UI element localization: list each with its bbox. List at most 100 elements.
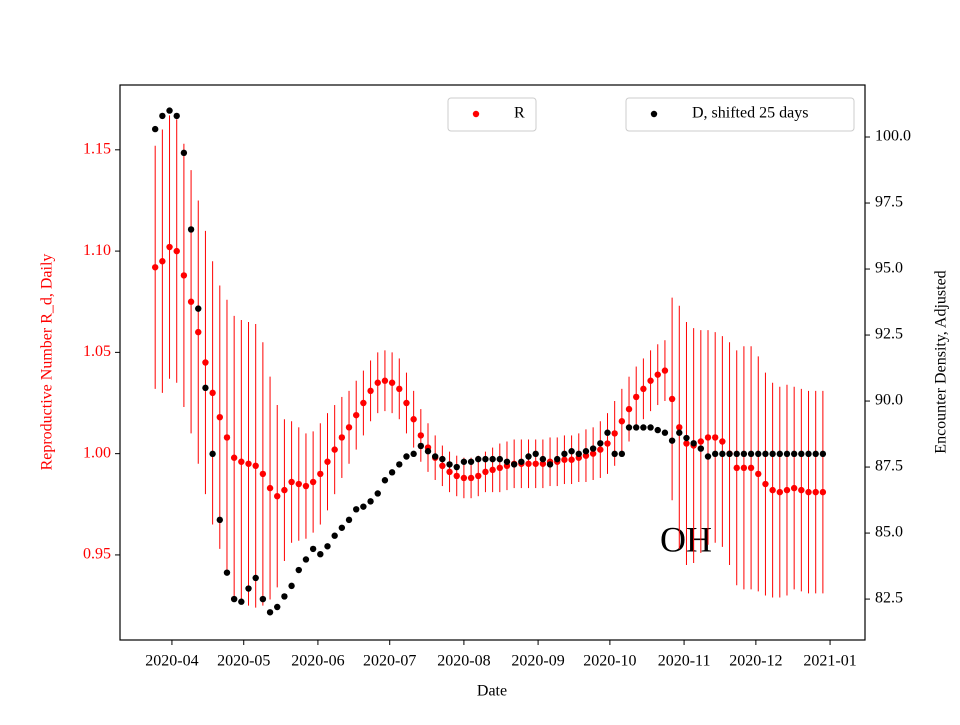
y2-tick-label: 97.5 [875,194,903,211]
data-point [317,550,324,558]
data-point [166,243,173,251]
data-point [482,468,489,476]
data-point [482,455,489,463]
data-point [467,458,475,465]
data-point [604,429,611,436]
data-point [446,461,453,468]
data-point [719,438,726,445]
data-point [733,464,740,472]
x-tick-label: 2020-09 [511,653,564,670]
data-point [704,453,712,460]
data-point [611,430,618,437]
data-point [274,492,281,500]
data-point [230,595,238,603]
data-point [475,455,482,463]
data-point [159,112,166,120]
data-point [324,543,331,550]
data-point [417,442,425,450]
y2-axis-label: Encounter Density, Adjusted [933,270,950,453]
data-point [259,595,267,603]
data-point [640,424,647,431]
data-point [719,450,726,458]
data-point [769,450,776,458]
data-point [776,450,784,458]
data-point [396,461,403,468]
data-point [812,450,819,458]
data-point [159,258,166,265]
data-point [295,480,302,488]
data-point [618,450,626,458]
data-point [410,416,417,423]
data-point [202,384,209,392]
data-point [633,424,640,431]
data-point [410,450,417,458]
data-point [740,464,748,472]
x-axis-label: Date [477,683,507,700]
data-point [302,482,310,490]
data-point [633,393,640,401]
data-point [374,379,381,386]
data-point [353,411,360,419]
data-point [747,450,755,458]
data-point [676,424,683,431]
data-point [403,453,410,460]
data-point [697,438,705,445]
data-point [431,453,439,460]
data-point [417,432,425,439]
data-point [151,264,159,271]
data-point [604,440,611,447]
data-point [331,446,338,453]
y2-tick-label: 87.5 [875,458,903,475]
data-point [439,455,446,463]
y2-tick-label: 85.0 [875,524,903,541]
y2-tick-label: 90.0 [875,392,903,409]
data-point [683,440,690,447]
data-point [374,490,381,497]
data-point [561,456,568,463]
data-point [295,566,302,574]
data-point [367,498,374,505]
data-point [209,450,216,458]
data-point [151,125,159,133]
data-point [819,450,827,458]
data-point [539,455,547,463]
data-point [790,450,798,458]
y2-tick-label: 82.5 [875,590,903,607]
data-point [345,424,353,431]
data-point [209,389,216,397]
x-tick-label: 2020-08 [437,653,490,670]
data-point [223,569,231,576]
data-point [812,488,819,496]
data-point [654,426,661,434]
data-point [403,399,410,407]
data-point [360,503,367,510]
data-point [697,445,705,452]
data-point [597,446,604,453]
data-point [187,298,195,305]
data-point [496,455,503,463]
data-point [360,399,367,407]
data-point [223,434,231,441]
y2-tick-label: 100.0 [875,128,911,145]
data-point [683,434,690,442]
data-point [281,486,288,494]
data-point [532,450,539,458]
data-point [166,107,173,114]
data-point [518,458,525,465]
data-point [202,359,209,366]
data-point [561,450,568,458]
data-point [704,434,712,441]
data-point [798,450,805,458]
data-point [798,486,805,494]
data-point [568,448,575,455]
data-point [510,461,518,468]
data-point [252,462,259,470]
data-point [252,574,259,582]
data-point [216,516,223,524]
data-point [618,418,626,425]
plot-frame [119,84,866,641]
data-point [266,609,274,616]
data-point [281,593,288,600]
data-point [338,524,346,531]
data-point [453,472,460,480]
